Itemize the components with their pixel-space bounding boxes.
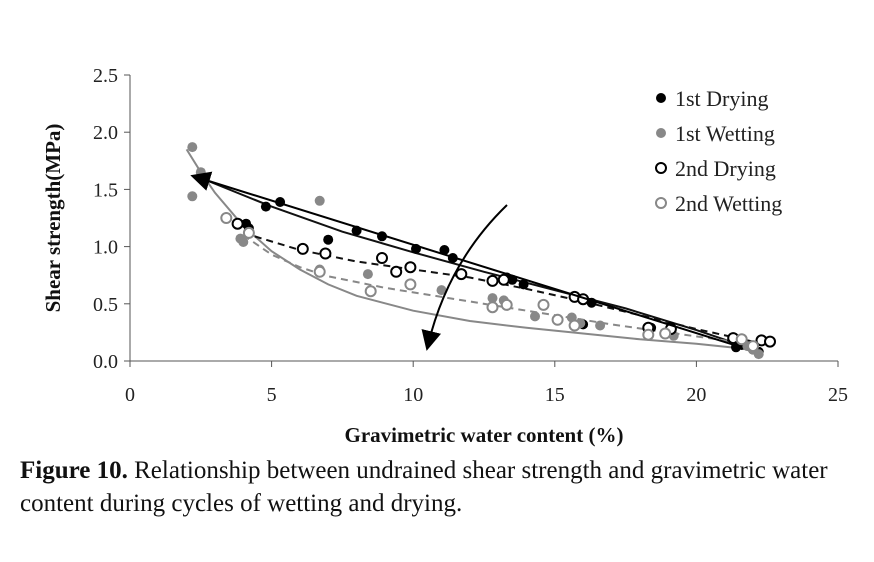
data-point — [404, 278, 417, 291]
data-point — [551, 313, 564, 326]
data-point — [568, 319, 581, 332]
data-point — [753, 349, 764, 360]
data-point — [376, 252, 388, 264]
data-point — [362, 269, 373, 280]
y-tick-label: 0.5 — [93, 294, 118, 316]
data-point — [313, 265, 326, 278]
legend: 1st Drying 1st Wetting 2nd Drying 2nd Wetti… — [655, 86, 782, 216]
x-axis-title: Gravimetric water content (%) — [345, 423, 624, 447]
data-point — [747, 340, 759, 353]
legend-label: 1st Wetting — [675, 121, 775, 146]
data-point — [436, 285, 447, 296]
y-axis-title: Shear strength(MPa) — [41, 124, 65, 313]
data-point — [390, 265, 403, 278]
data-point — [187, 191, 198, 202]
data-point — [364, 285, 377, 298]
data-point — [537, 298, 550, 311]
data-point — [455, 268, 468, 281]
trend-line — [185, 148, 754, 351]
data-point — [195, 167, 206, 178]
trend-lines — [185, 148, 759, 351]
wetting-direction-arrow — [421, 204, 508, 351]
y-tick-label: 0.0 — [93, 351, 118, 373]
y-tick-label: 1.5 — [93, 179, 118, 201]
y-tick-label: 1.0 — [93, 237, 118, 259]
x-tick-label: 10 — [403, 384, 423, 406]
data-point — [439, 245, 450, 255]
shear-strength-chart: 0.0 0.5 1.0 1.5 2.0 2.5 0 5 10 15 20 25 Gravimetric … — [41, 65, 848, 447]
drying-direction-arrow — [190, 171, 743, 349]
data-point — [220, 212, 233, 224]
data-point — [487, 293, 498, 304]
data-point — [518, 279, 529, 290]
legend-marker — [656, 128, 666, 138]
data-point — [323, 234, 334, 245]
annotation-arrows — [190, 171, 743, 351]
data-point — [296, 242, 309, 255]
legend-marker — [656, 93, 666, 103]
data-point — [260, 201, 271, 212]
data-point — [231, 217, 244, 230]
legend-label: 2nd Wetting — [675, 191, 782, 216]
legend-label: 2nd Drying — [675, 156, 776, 181]
data-point — [764, 335, 776, 348]
legend-marker — [655, 162, 667, 174]
data-point — [242, 226, 255, 239]
axes: 0.0 0.5 1.0 1.5 2.0 2.5 0 5 10 15 20 25 Gravimetric … — [41, 65, 848, 447]
legend-label: 1st Drying — [675, 86, 769, 111]
data-point — [404, 261, 417, 274]
data-point — [500, 298, 513, 311]
legend-marker — [655, 197, 667, 209]
data-point — [642, 328, 655, 341]
x-tick-label: 20 — [686, 384, 706, 406]
caption-text: Relationship between undrained shear str… — [20, 457, 828, 517]
x-tick-label: 5 — [267, 384, 277, 406]
y-tick-label: 2.5 — [93, 65, 118, 87]
x-tick-label: 15 — [545, 384, 565, 406]
data-point — [530, 311, 540, 322]
data-point — [187, 142, 198, 153]
data-point — [497, 273, 510, 286]
caption-lead: Figure 10. — [20, 457, 128, 484]
y-tick-label: 2.0 — [93, 122, 118, 144]
data-point — [319, 247, 332, 260]
data-point — [659, 327, 672, 340]
data-point — [486, 301, 499, 314]
x-tick-label: 0 — [125, 384, 135, 406]
data-point — [735, 333, 748, 346]
data-point — [238, 237, 249, 247]
data-point — [595, 320, 606, 331]
figure-caption: Figure 10. Relationship between undraine… — [20, 454, 860, 520]
data-point — [486, 274, 499, 287]
data-points — [187, 142, 776, 360]
data-point — [314, 195, 325, 206]
x-tick-label: 25 — [828, 384, 848, 406]
